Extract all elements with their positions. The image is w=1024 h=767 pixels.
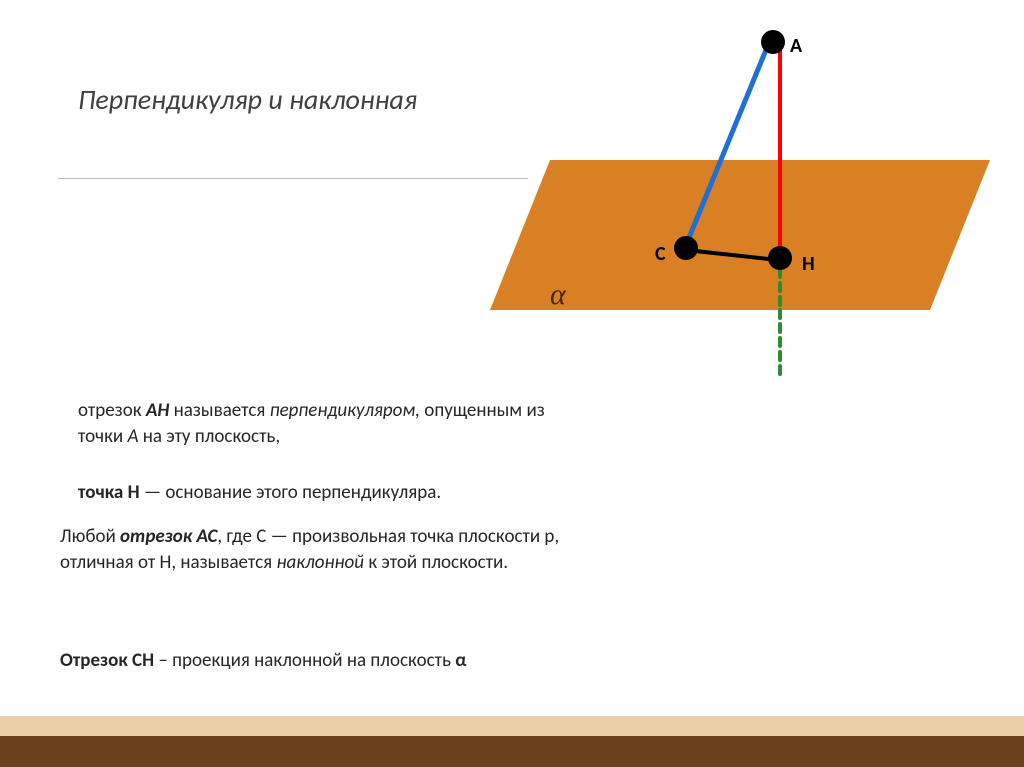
point-c-label: C bbox=[655, 242, 666, 266]
point-a-label: A bbox=[790, 34, 802, 58]
slide: Перпендикуляр и наклонная A C H α отрезо… bbox=[0, 0, 1024, 767]
geometry-diagram: A C H α bbox=[490, 20, 1020, 400]
point-a-dot bbox=[761, 30, 785, 54]
paragraph-h: точка Н — основание этого перпендикуляра… bbox=[78, 480, 598, 506]
diagram-svg bbox=[490, 20, 1020, 400]
paragraph-ac: Любой отрезок АС, где С — произвольная т… bbox=[60, 524, 580, 575]
divider-line bbox=[58, 178, 528, 179]
point-c-dot bbox=[674, 236, 698, 260]
paragraph-ah: отрезок АН называется перпендикуляром, о… bbox=[78, 398, 558, 449]
footer-band-dark bbox=[0, 736, 1024, 767]
alpha-label: α bbox=[550, 278, 566, 312]
footer-band-light bbox=[0, 716, 1024, 736]
slide-title: Перпендикуляр и наклонная bbox=[78, 82, 417, 117]
point-h-label: H bbox=[802, 252, 815, 276]
point-h-dot bbox=[768, 246, 792, 270]
paragraph-ch: Отрезок СН – проекция наклонной на плоск… bbox=[60, 648, 580, 674]
